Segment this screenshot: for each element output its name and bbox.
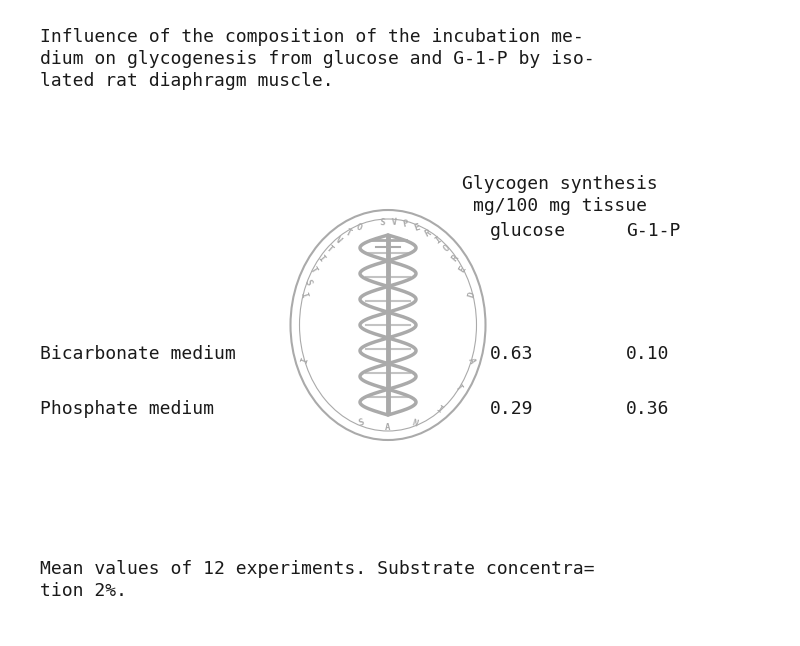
- Text: V: V: [334, 235, 343, 245]
- Text: E: E: [413, 223, 421, 233]
- Text: A: A: [386, 424, 390, 433]
- Text: P: P: [402, 219, 409, 229]
- Text: V: V: [391, 218, 397, 227]
- Text: Influence of the composition of the incubation me-: Influence of the composition of the incu…: [40, 28, 584, 46]
- Text: D: D: [467, 291, 478, 298]
- Text: S: S: [303, 278, 314, 286]
- Text: S: S: [358, 418, 366, 428]
- Text: 0.36: 0.36: [626, 400, 670, 418]
- Text: 0.63: 0.63: [490, 345, 534, 363]
- Text: dium on glycogenesis from glucose and G-1-P by iso-: dium on glycogenesis from glucose and G-…: [40, 50, 594, 68]
- Text: I: I: [434, 404, 443, 415]
- Text: Mean values of 12 experiments. Substrate concentra=: Mean values of 12 experiments. Substrate…: [40, 560, 594, 578]
- Text: Bicarbonate medium: Bicarbonate medium: [40, 345, 236, 363]
- Text: T: T: [324, 244, 334, 254]
- Text: G-1-P: G-1-P: [626, 222, 680, 240]
- Text: 0.10: 0.10: [626, 345, 670, 363]
- Text: E: E: [457, 265, 467, 275]
- Text: I: I: [300, 356, 310, 364]
- Text: 0.29: 0.29: [490, 400, 534, 418]
- Text: R: R: [450, 254, 461, 264]
- Text: R: R: [423, 228, 432, 238]
- Text: Glycogen synthesis: Glycogen synthesis: [462, 175, 658, 193]
- Text: I: I: [315, 254, 326, 264]
- Text: lated rat diaphragm muscle.: lated rat diaphragm muscle.: [40, 72, 334, 90]
- Text: N: N: [410, 418, 418, 428]
- Text: glucose: glucose: [490, 222, 566, 240]
- Text: I: I: [433, 235, 442, 245]
- Text: O: O: [442, 244, 452, 254]
- Text: mg/100 mg tissue: mg/100 mg tissue: [473, 197, 647, 215]
- Text: T: T: [309, 265, 319, 275]
- Text: Phosphate medium: Phosphate medium: [40, 400, 214, 418]
- Text: tion 2%.: tion 2%.: [40, 582, 127, 600]
- Text: O: O: [355, 223, 363, 233]
- Text: S: S: [379, 218, 385, 227]
- Text: A: A: [466, 356, 476, 364]
- Text: T: T: [344, 228, 353, 238]
- Text: T: T: [453, 383, 463, 393]
- Text: I: I: [298, 291, 309, 298]
